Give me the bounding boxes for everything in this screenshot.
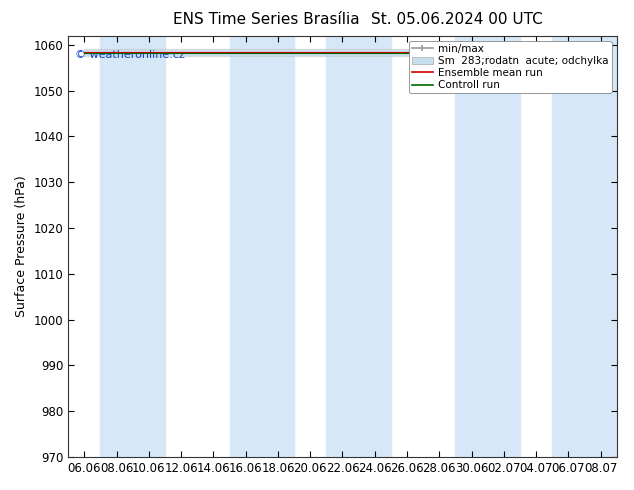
Text: St. 05.06.2024 00 UTC: St. 05.06.2024 00 UTC	[371, 12, 542, 27]
Text: ENS Time Series Brasília: ENS Time Series Brasília	[173, 12, 359, 27]
Bar	[327, 36, 391, 457]
Bar	[455, 36, 520, 457]
Legend: min/max, Sm  283;rodatn  acute; odchylka, Ensemble mean run, Controll run: min/max, Sm 283;rodatn acute; odchylka, …	[409, 41, 612, 93]
Y-axis label: Surface Pressure (hPa): Surface Pressure (hPa)	[15, 175, 28, 317]
Bar	[230, 36, 294, 457]
Bar	[552, 36, 617, 457]
Text: © weatheronline.cz: © weatheronline.cz	[75, 50, 184, 60]
Bar	[100, 36, 165, 457]
